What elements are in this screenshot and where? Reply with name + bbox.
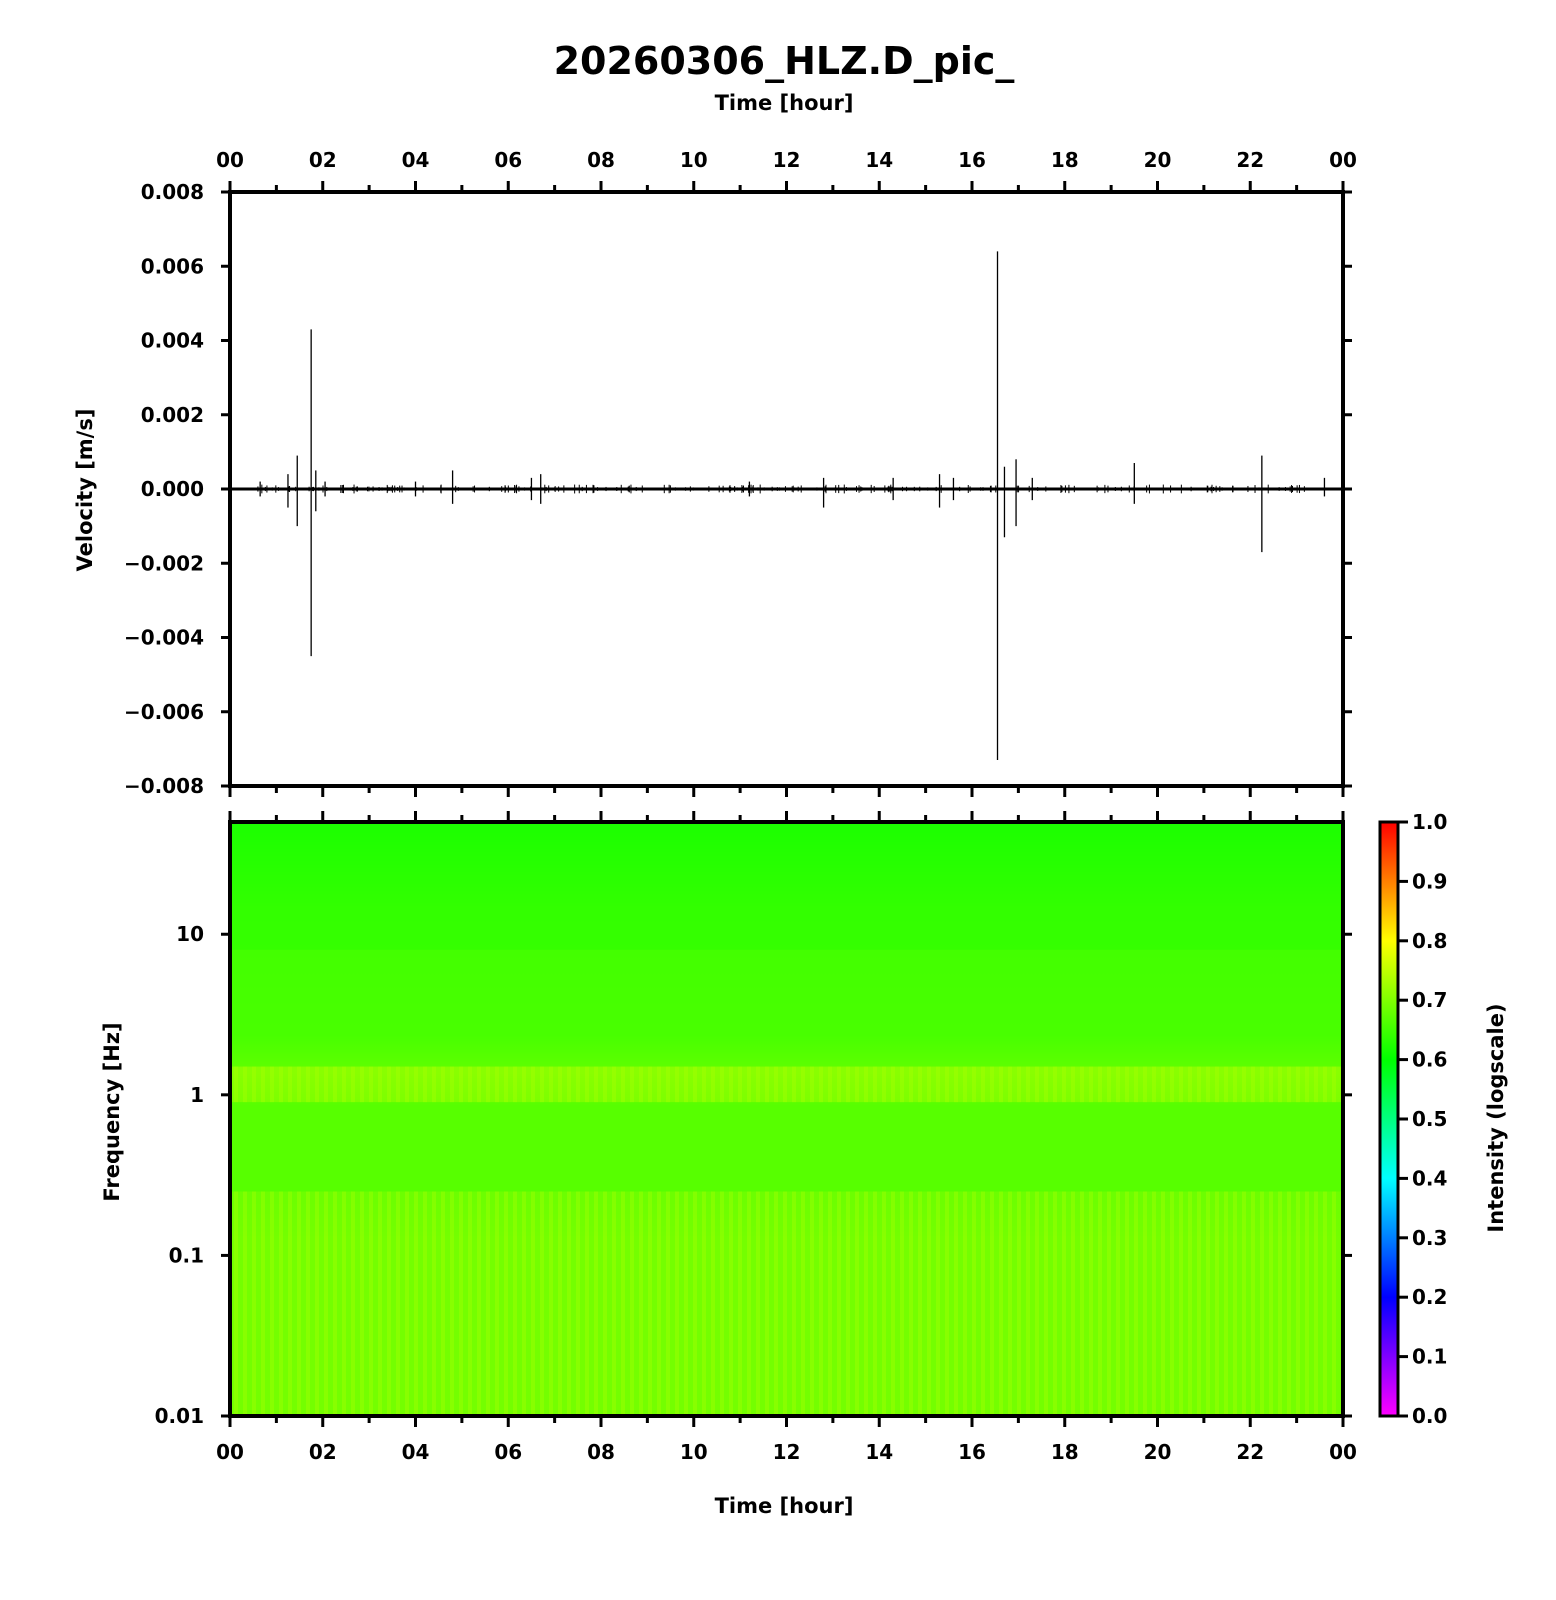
colorbar-tick-label: 0.5 xyxy=(1412,1107,1447,1131)
bottom-x-tick-label: 16 xyxy=(958,1440,986,1464)
top-x-axis-label: Time [hour] xyxy=(715,91,854,115)
spectrogram-band xyxy=(230,949,1343,1067)
velocity-tick-label: −0.006 xyxy=(124,700,204,724)
velocity-tick-label: −0.008 xyxy=(124,774,204,798)
bottom-x-tick-label: 18 xyxy=(1051,1440,1079,1464)
bottom-x-tick-label: 06 xyxy=(494,1440,522,1464)
chart-title: 20260306_HLZ.D_pic_ xyxy=(554,39,1015,83)
bottom-x-tick-label: 14 xyxy=(865,1440,893,1464)
top-x-tick-label: 06 xyxy=(494,148,522,172)
spectrogram-texture xyxy=(230,1066,1343,1103)
colorbar-tick-label: 0.3 xyxy=(1412,1226,1447,1250)
spectrogram-panel: 00 02 04 06 08 10 12 14 16 18 20 22 00 10 1 0.1 0.01 xyxy=(155,811,1357,1464)
colorbar-tick-label: 0.0 xyxy=(1412,1404,1447,1428)
velocity-axis-label: Velocity [m/s] xyxy=(73,409,97,572)
top-x-tick-label: 08 xyxy=(587,148,615,172)
bottom-x-tick-label: 22 xyxy=(1236,1440,1264,1464)
top-x-tick-label: 14 xyxy=(865,148,893,172)
velocity-tick-label: 0.000 xyxy=(141,477,204,501)
colorbar-label: Intensity (logscale) xyxy=(1484,1003,1508,1232)
colorbar: 1.0 0.9 0.8 0.7 0.6 0.5 0.4 0.3 0.2 0.1 0.0 xyxy=(1378,810,1447,1428)
top-x-tick-label: 00 xyxy=(216,148,244,172)
frequency-tick-label: 1 xyxy=(190,1083,204,1107)
top-x-tick-label: 12 xyxy=(773,148,801,172)
bottom-x-tick-label: 04 xyxy=(402,1440,430,1464)
colorbar-tick-label: 0.4 xyxy=(1412,1166,1447,1190)
bottom-x-axis-label: Time [hour] xyxy=(715,1494,854,1518)
colorbar-tick-label: 0.7 xyxy=(1412,988,1447,1012)
colorbar-tick-label: 0.6 xyxy=(1412,1048,1447,1072)
top-x-tick-label: 20 xyxy=(1144,148,1172,172)
top-x-tick-label: 16 xyxy=(958,148,986,172)
bottom-x-tick-label: 00 xyxy=(216,1440,244,1464)
colorbar-tick-label: 1.0 xyxy=(1412,810,1447,834)
colorbar-gradient xyxy=(1378,820,1400,1418)
velocity-tick-label: 0.006 xyxy=(141,254,204,278)
bottom-x-tick-label: 12 xyxy=(773,1440,801,1464)
bottom-x-tick-label: 20 xyxy=(1144,1440,1172,1464)
bottom-x-tick-label: 02 xyxy=(309,1440,337,1464)
velocity-tick-label: −0.004 xyxy=(124,626,204,650)
top-x-tick-label: 02 xyxy=(309,148,337,172)
frequency-tick-label: 0.1 xyxy=(169,1243,204,1267)
colorbar-tick-label: 0.1 xyxy=(1412,1345,1447,1369)
top-x-tick-label: 18 xyxy=(1051,148,1079,172)
frequency-axis-label: Frequency [Hz] xyxy=(100,1022,124,1201)
seismogram-panel: 00 02 04 06 08 10 12 14 16 18 20 22 00 0.008 0.006 0.00… xyxy=(124,148,1357,798)
colorbar-tick-label: 0.8 xyxy=(1412,929,1447,953)
velocity-tick-label: 0.004 xyxy=(141,329,204,353)
top-x-tick-label: 22 xyxy=(1236,148,1264,172)
velocity-tick-label: 0.008 xyxy=(141,180,204,204)
bottom-x-tick-label: 10 xyxy=(680,1440,708,1464)
spectrogram-texture xyxy=(230,1191,1343,1416)
frequency-tick-label: 10 xyxy=(176,922,204,946)
bottom-x-tick-label: 08 xyxy=(587,1440,615,1464)
top-x-tick-label: 04 xyxy=(402,148,430,172)
velocity-tick-label: −0.002 xyxy=(124,551,204,575)
bottom-x-tick-label: 00 xyxy=(1329,1440,1357,1464)
frequency-tick-label: 0.01 xyxy=(155,1404,204,1428)
spectrogram-band xyxy=(230,1102,1343,1192)
colorbar-tick-label: 0.2 xyxy=(1412,1285,1447,1309)
top-x-tick-label: 00 xyxy=(1329,148,1357,172)
velocity-tick-label: 0.002 xyxy=(141,403,204,427)
spectrogram-band xyxy=(230,822,1343,950)
top-x-tick-label: 10 xyxy=(680,148,708,172)
colorbar-tick-label: 0.9 xyxy=(1412,869,1447,893)
